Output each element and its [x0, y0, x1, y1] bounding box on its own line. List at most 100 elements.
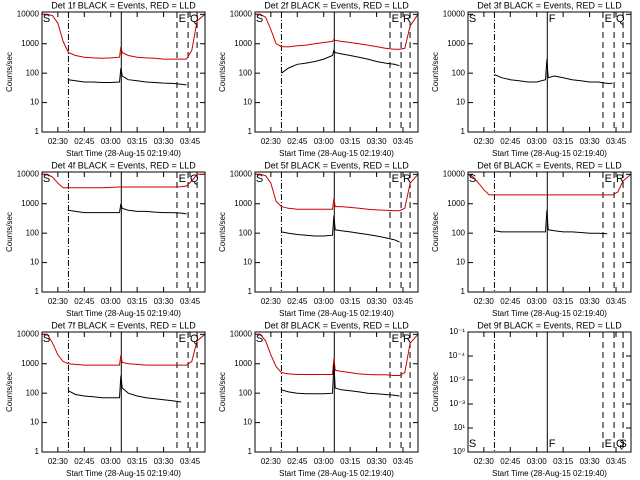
y-tick-label: 10⁰: [453, 447, 465, 456]
x-tick-label: 03:15: [127, 137, 148, 146]
x-tick-label: 03:45: [180, 137, 201, 146]
plot-frame: [41, 171, 206, 293]
plot-frame: [254, 171, 419, 293]
y-axis-title: Counts/sec: [5, 372, 14, 412]
y-axis-title: Counts/sec: [431, 52, 440, 92]
x-tick-label: 03:00: [314, 297, 335, 306]
x-tick-label: 02:45: [74, 297, 95, 306]
x-tick-label: 02:30: [261, 297, 282, 306]
y-tick-label: 10¹: [453, 423, 465, 432]
x-tick-label: 03:30: [154, 297, 175, 306]
x-tick-label: 03:15: [127, 297, 148, 306]
y-tick-label: 1: [248, 447, 253, 456]
y-axis-title: Counts/sec: [5, 212, 14, 252]
event-label: S: [43, 173, 50, 185]
y-tick-label: 10000: [230, 329, 253, 338]
y-tick-label: 1: [248, 127, 253, 136]
series-line: [255, 13, 419, 50]
event-label: S: [620, 438, 627, 450]
y-tick-label: 10000: [230, 9, 253, 18]
y-tick-label: 100: [452, 228, 466, 237]
x-tick-label: 03:45: [393, 137, 414, 146]
event-label: S: [469, 13, 476, 25]
y-tick-label: 10: [456, 258, 465, 267]
event-label: S: [43, 13, 50, 25]
event-label: Q: [616, 13, 625, 25]
panel: Det 6f BLACK = Events, RED = LLD Start Ti…: [431, 160, 632, 318]
panel: Det 1f BLACK = Events, RED = LLD Start Ti…: [5, 0, 206, 158]
panel-title: Det 1f BLACK = Events, RED = LLD: [51, 0, 196, 10]
x-axis-title: Start Time (28-Aug-15 02:19:40): [66, 309, 181, 318]
event-label: E: [392, 13, 399, 25]
x-tick-label: 03:45: [606, 137, 627, 146]
series-line: [68, 203, 187, 215]
x-tick-label: 03:15: [340, 297, 361, 306]
y-tick-label: 1000: [447, 199, 465, 208]
x-tick-label: 02:45: [500, 457, 521, 466]
panel: Det 3f BLACK = Events, RED = LLD Start Ti…: [431, 0, 632, 158]
series-line: [281, 215, 400, 243]
x-tick-label: 03:15: [340, 137, 361, 146]
event-label: E: [392, 173, 399, 185]
x-tick-label: 02:30: [474, 297, 495, 306]
x-tick-label: 02:30: [261, 457, 282, 466]
panel-title: Det 2f BLACK = Events, RED = LLD: [264, 0, 409, 10]
x-tick-label: 02:30: [48, 297, 69, 306]
x-tick-label: 03:00: [101, 457, 122, 466]
panel-title: Det 9f BLACK = Events, RED = LLD: [477, 320, 622, 330]
x-tick-label: 03:30: [367, 137, 388, 146]
x-tick-label: 02:30: [48, 137, 69, 146]
plot-frame: [254, 331, 419, 453]
x-tick-label: 03:30: [154, 457, 175, 466]
event-label: S: [256, 333, 263, 345]
y-tick-label: 100: [26, 388, 40, 397]
y-tick-label: 10000: [443, 9, 466, 18]
event-label: Q: [190, 333, 199, 345]
y-tick-label: 10: [456, 98, 465, 107]
event-label: E: [179, 13, 186, 25]
y-tick-label: 1000: [234, 359, 252, 368]
y-tick-label: 100: [239, 68, 253, 77]
x-tick-label: 03:15: [127, 457, 148, 466]
x-tick-label: 03:45: [180, 457, 201, 466]
x-tick-label: 03:15: [553, 137, 574, 146]
x-tick-label: 02:45: [74, 137, 95, 146]
y-axis-title: Counts/sec: [218, 372, 227, 412]
event-label: S: [256, 173, 263, 185]
x-tick-label: 03:45: [606, 297, 627, 306]
y-tick-label: 100: [26, 68, 40, 77]
y-tick-label: 10⁻³: [449, 399, 465, 408]
y-tick-label: 1000: [447, 39, 465, 48]
y-tick-label: 1000: [234, 199, 252, 208]
y-tick-label: 10: [30, 258, 39, 267]
x-tick-label: 02:45: [500, 297, 521, 306]
y-tick-label: 1: [35, 127, 40, 136]
x-tick-label: 03:30: [367, 457, 388, 466]
event-label: E: [392, 333, 399, 345]
x-axis-title: Start Time (28-Aug-15 02:19:40): [66, 149, 181, 158]
series-line: [42, 173, 205, 189]
plot-frame: [254, 11, 419, 133]
x-tick-label: 03:00: [527, 137, 548, 146]
event-label: R: [403, 173, 411, 185]
event-label: R: [403, 333, 411, 345]
x-tick-label: 03:45: [180, 297, 201, 306]
y-tick-label: 1000: [21, 39, 39, 48]
panel: Det 8f BLACK = Events, RED = LLD Start Ti…: [218, 320, 419, 478]
panel-title: Det 6f BLACK = Events, RED = LLD: [477, 160, 622, 170]
x-tick-label: 02:30: [261, 137, 282, 146]
y-tick-label: 10000: [17, 9, 40, 18]
y-tick-label: 1: [461, 287, 466, 296]
event-label: S: [469, 173, 476, 185]
y-tick-label: 100: [239, 388, 253, 397]
plot-frame: [41, 331, 206, 453]
event-label: Q: [616, 438, 625, 450]
series-line: [68, 67, 187, 86]
x-tick-label: 03:00: [101, 137, 122, 146]
x-tick-label: 03:00: [101, 297, 122, 306]
event-label: Q: [190, 13, 199, 25]
event-label: S: [256, 13, 263, 25]
x-axis-title: Start Time (28-Aug-15 02:19:40): [279, 309, 394, 318]
panel: Det 7f BLACK = Events, RED = LLD Start Ti…: [5, 320, 206, 478]
